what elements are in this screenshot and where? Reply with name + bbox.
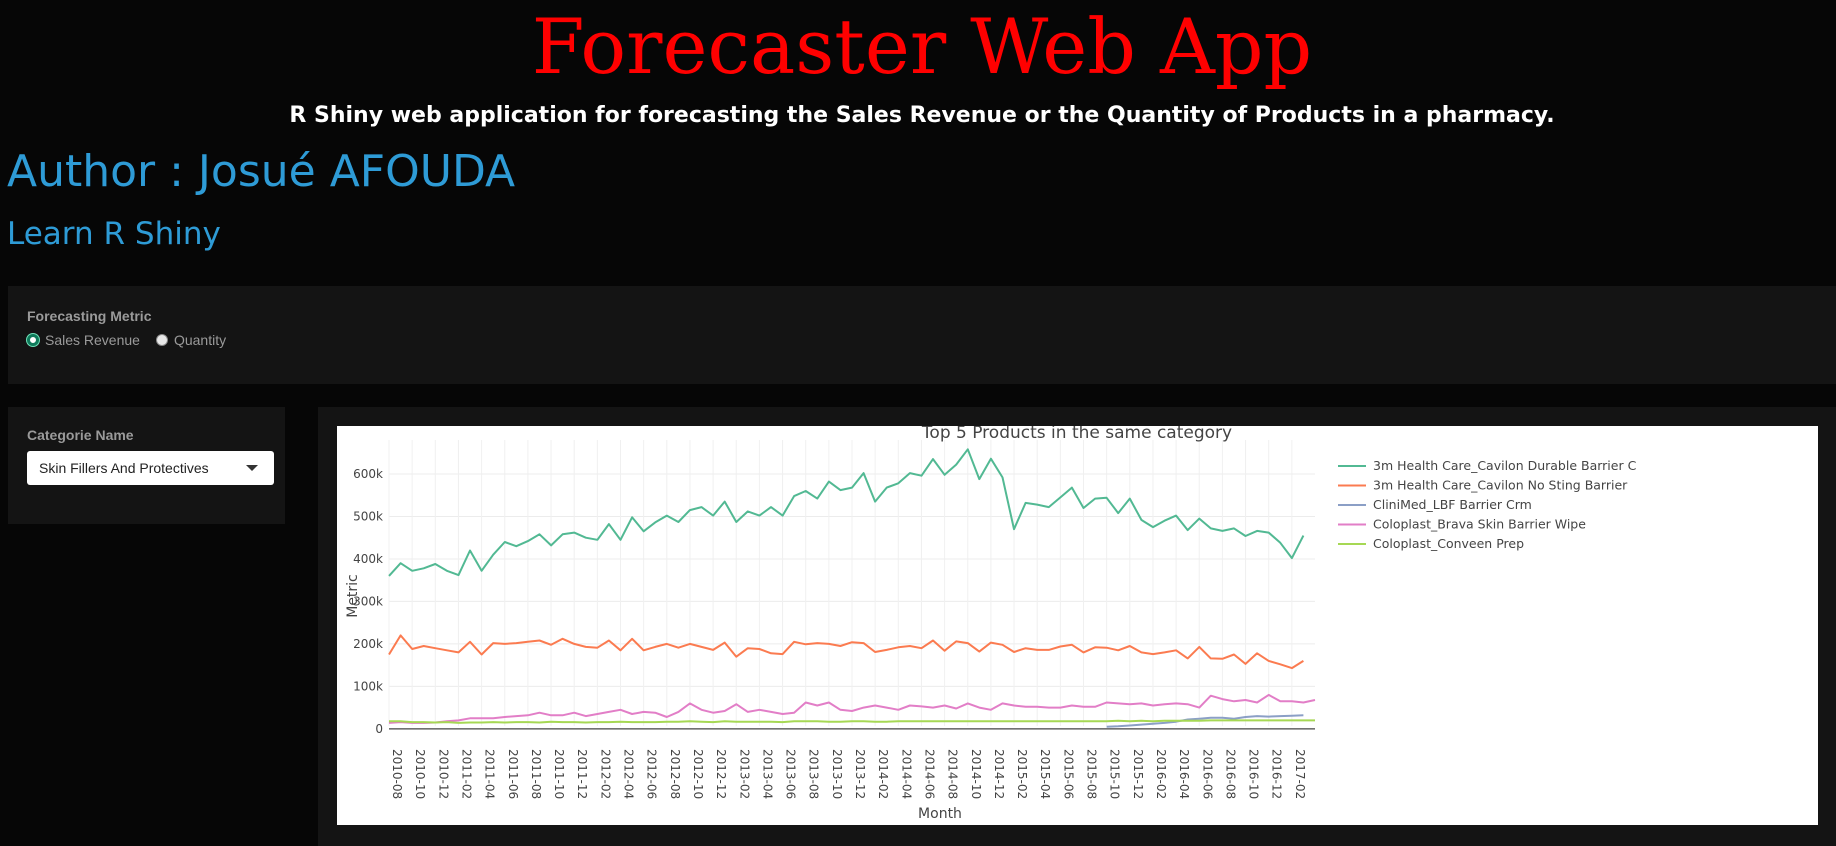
series-line (389, 719, 1315, 724)
series-line (388, 693, 1316, 724)
radio-unselected-icon[interactable] (155, 334, 168, 346)
x-tick-label: 2017-02 (1293, 749, 1307, 799)
x-tick-label: 2016-12 (1270, 749, 1284, 799)
x-tick-label: 2014-10 (969, 749, 983, 799)
chart-container[interactable]: 0 100k 200k 300k 400k 500k 600k 2010-08 2010-10 2… (337, 423, 1818, 825)
chart-title: Top 5 Products in the same category (921, 426, 1232, 443)
y-tick-label: 200k (353, 637, 383, 651)
metric-radio-group: Sales Revenue Quantity (27, 332, 242, 348)
x-tick-label: 2011-06 (506, 749, 520, 799)
y-tick-label: 0 (375, 722, 383, 736)
x-tick-label: 2010-12 (436, 749, 450, 799)
category-label: Categorie Name (27, 427, 134, 443)
x-tick-label: 2012-02 (598, 749, 612, 799)
x-tick-label: 2013-02 (737, 749, 751, 799)
legend-label: 3m Health Care_Cavilon No Sting Barrier (1373, 478, 1628, 493)
x-tick-label: 2015-10 (1108, 749, 1122, 799)
x-tick-label: 2012-04 (622, 749, 636, 799)
x-tick-label: 2014-04 (899, 749, 913, 799)
radio-sales-revenue[interactable]: Sales Revenue (27, 332, 140, 348)
series-line (1106, 714, 1304, 728)
category-select-value: Skin Fillers And Protectives (39, 460, 209, 476)
x-tick-label: 2011-12 (575, 749, 589, 799)
x-tick-label: 2015-04 (1038, 749, 1052, 799)
x-tick-label: 2010-10 (413, 749, 427, 799)
x-tick-label: 2014-08 (946, 749, 960, 799)
app-title: Forecaster Web App (531, 2, 1313, 91)
x-tick-label: 2011-04 (483, 749, 497, 799)
forecasting-metric-panel: Forecasting Metric Sales Revenue Quantit… (8, 286, 1836, 384)
series-line (388, 634, 1304, 670)
x-tick-label: 2014-06 (922, 749, 936, 799)
x-tick-label: 2013-06 (784, 749, 798, 799)
y-tick-label: 100k (353, 679, 383, 693)
y-axis-label: Metric (345, 574, 361, 618)
x-tick-label: 2015-08 (1085, 749, 1099, 799)
category-panel: Categorie Name Skin Fillers And Protecti… (8, 407, 285, 524)
x-tick-label: 2015-06 (1061, 749, 1075, 799)
y-tick-label: 600k (353, 467, 383, 481)
line-chart[interactable]: 0 100k 200k 300k 400k 500k 600k 2010-08 2010-10 2… (337, 423, 1818, 825)
x-tick-label: 2013-04 (760, 749, 774, 799)
x-tick-label: 2015-02 (1015, 749, 1029, 799)
radio-quantity[interactable]: Quantity (155, 332, 227, 348)
x-tick-label: 2014-12 (992, 749, 1006, 799)
x-tick-label: 2015-12 (1131, 749, 1145, 799)
x-tick-label: 2013-08 (807, 749, 821, 799)
x-tick-label: 2016-10 (1247, 749, 1261, 799)
y-tick-label: 400k (353, 552, 383, 566)
x-tick-label: 2012-12 (714, 749, 728, 799)
forecasting-metric-label: Forecasting Metric (27, 308, 152, 324)
x-tick-label: 2011-08 (529, 749, 543, 799)
series-line (388, 448, 1305, 577)
x-tick-label: 2016-04 (1177, 749, 1191, 799)
x-tick-label: 2013-10 (830, 749, 844, 799)
radio-quantity-label: Quantity (173, 332, 227, 348)
x-tick-label: 2014-02 (876, 749, 890, 799)
x-tick-label: 2012-06 (645, 749, 659, 799)
legend-label: Coloplast_Conveen Prep (1373, 536, 1524, 551)
x-tick-label: 2012-10 (691, 749, 705, 799)
legend-label: Coloplast_Brava Skin Barrier Wipe (1373, 517, 1586, 532)
y-tick-label: 300k (353, 594, 383, 608)
x-tick-label: 2016-08 (1223, 749, 1237, 799)
learn-r-shiny-link[interactable]: Learn R Shiny (7, 216, 221, 252)
chevron-down-icon (246, 465, 258, 471)
y-tick-label: 500k (353, 509, 383, 523)
app-subtitle: R Shiny web application for forecasting … (289, 103, 1555, 128)
x-tick-label: 2011-10 (552, 749, 566, 799)
category-select[interactable]: Skin Fillers And Protectives (27, 451, 274, 485)
x-tick-label: 2010-08 (390, 749, 404, 799)
x-tick-label: 2012-08 (668, 749, 682, 799)
x-tick-label: 2016-02 (1154, 749, 1168, 799)
x-tick-label: 2013-12 (853, 749, 867, 799)
x-axis-label: Month (918, 806, 962, 822)
x-tick-label: 2016-06 (1200, 749, 1214, 799)
legend-label: 3m Health Care_Cavilon Durable Barrier C (1373, 458, 1637, 473)
radio-selected-icon[interactable] (27, 334, 39, 346)
radio-sales-revenue-label: Sales Revenue (45, 332, 140, 348)
author-heading: Author : Josué AFOUDA (7, 146, 516, 197)
legend-label: CliniMed_LBF Barrier Crm (1373, 497, 1532, 512)
x-tick-label: 2011-02 (459, 749, 473, 799)
